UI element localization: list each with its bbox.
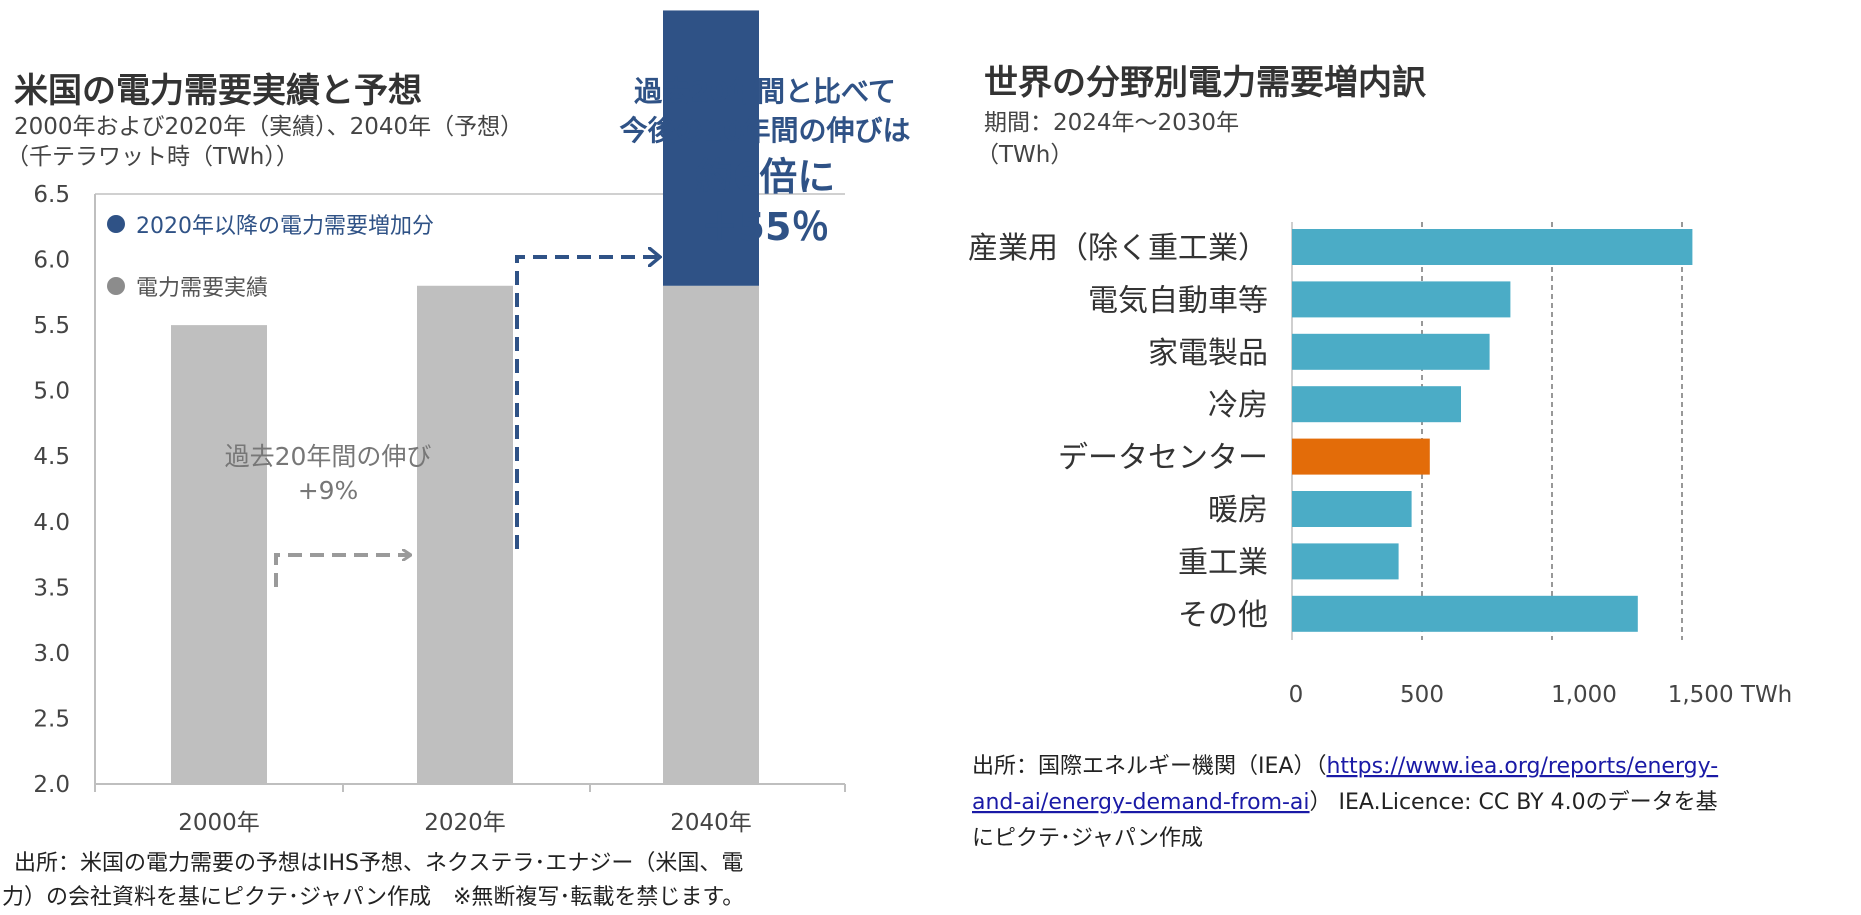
- bar-actual: [171, 325, 267, 784]
- x-category-label: 2000年: [178, 810, 260, 836]
- callout-line1: 過去20年間と比べて: [634, 75, 896, 108]
- y-tick-label: 4.5: [33, 444, 70, 470]
- x-tick-label: 500: [1400, 682, 1444, 708]
- left-chart-title: 米国の電力需要実績と予想: [14, 71, 422, 111]
- category-label: 家電製品: [1148, 336, 1268, 371]
- category-label: 電気自動車等: [1088, 283, 1268, 318]
- category-label: その他: [1178, 598, 1268, 633]
- past-growth-value: +9%: [298, 476, 359, 505]
- y-tick-label: 5.5: [33, 313, 70, 339]
- bar-actual: [663, 285, 759, 784]
- bar-sector: [1292, 386, 1461, 423]
- category-label: 暖房: [1208, 493, 1268, 528]
- left-x-axis: 2000年 2020年 2040年: [178, 810, 752, 836]
- left-source-line1: 出所：米国の電力需要の予想はIHS予想、ネクステラ･エナジー（米国、電: [14, 851, 743, 876]
- y-tick-label: 6.0: [33, 248, 70, 274]
- source-link-part2[interactable]: and-ai/energy-demand-from-ai: [972, 790, 1310, 815]
- left-chart-unit: （千テラワット時（TWh））: [6, 144, 299, 170]
- bar-sector: [1292, 595, 1638, 632]
- x-tick-label: 1,000: [1551, 682, 1617, 708]
- callout-line2: 今後の20年間の伸びは: [620, 114, 911, 147]
- left-chart-subtitle: 2000年および2020年（実績）、2040年（予想）: [14, 114, 523, 140]
- left-y-axis: 2.0 2.5 3.0 3.5 4.0 4.5 5.0 5.5 6.0 6.5: [33, 182, 846, 798]
- future-growth-arrow: [515, 257, 660, 549]
- bar-sector: [1292, 281, 1511, 318]
- left-source-line2: 力）の会社資料を基にピクテ･ジャパン作成 ※無断複写･転載を禁じます。: [2, 885, 744, 910]
- y-tick-label: 3.5: [33, 575, 70, 601]
- callout-percent: ＋55％: [701, 205, 830, 249]
- right-source-line2: and-ai/energy-demand-from-ai） IEA.Licenc…: [972, 790, 1718, 815]
- past-growth-arrow: [274, 555, 410, 587]
- bar-sector: [1292, 229, 1693, 265]
- bar-sector: [1292, 333, 1490, 370]
- category-label: 産業用（除く重工業）: [968, 231, 1268, 266]
- right-source-prefix: 出所：国際エネルギー機関（IEA）（: [972, 754, 1326, 779]
- bar-sector: [1292, 543, 1399, 580]
- bar-increase: [663, 10, 759, 286]
- y-tick-label: 3.0: [33, 641, 70, 667]
- category-label: データセンター: [1058, 441, 1268, 476]
- left-bars: [171, 10, 759, 784]
- right-chart-unit: （TWh）: [976, 142, 1073, 168]
- bar-data-center: [1292, 438, 1430, 475]
- legend-actual-label: 電力需要実績: [136, 276, 268, 301]
- y-tick-label: 5.0: [33, 379, 70, 405]
- right-x-axis: 0 500 1,000 1,500 TWh: [1289, 682, 1793, 708]
- x-tick-label: 0: [1289, 682, 1304, 708]
- x-category-label: 2040年: [670, 810, 752, 836]
- y-tick-label: 4.0: [33, 510, 70, 536]
- category-label: 冷房: [1208, 388, 1268, 423]
- legend-increase-marker: [107, 215, 125, 233]
- x-tick-label: 1,500 TWh: [1668, 682, 1793, 708]
- source-link-part1[interactable]: https://www.iea.org/reports/energy-: [1326, 754, 1718, 779]
- legend-increase-label: 2020年以降の電力需要増加分: [136, 214, 434, 239]
- y-tick-label: 2.0: [33, 772, 70, 798]
- y-tick-label: 2.5: [33, 706, 70, 732]
- y-tick-label: 6.5: [33, 182, 70, 208]
- legend-actual-marker: [107, 277, 125, 295]
- right-source-line1: 出所：国際エネルギー機関（IEA）（https://www.iea.org/re…: [972, 754, 1718, 779]
- right-chart-subtitle: 期間：2024年～2030年: [984, 110, 1239, 136]
- right-source-suffix: ） IEA.Licence: CC BY 4.0のデータを基: [1310, 790, 1718, 815]
- right-source-line3: にピクテ･ジャパン作成: [972, 826, 1203, 851]
- bar-actual: [417, 285, 513, 784]
- right-chart-title: 世界の分野別電力需要増内訳: [984, 63, 1427, 103]
- category-label: 重工業: [1178, 545, 1268, 580]
- callout-multiplier: 約6倍に: [695, 155, 835, 199]
- past-growth-label: 過去20年間の伸び: [225, 442, 432, 471]
- x-category-label: 2020年: [424, 810, 506, 836]
- bar-sector: [1292, 491, 1412, 527]
